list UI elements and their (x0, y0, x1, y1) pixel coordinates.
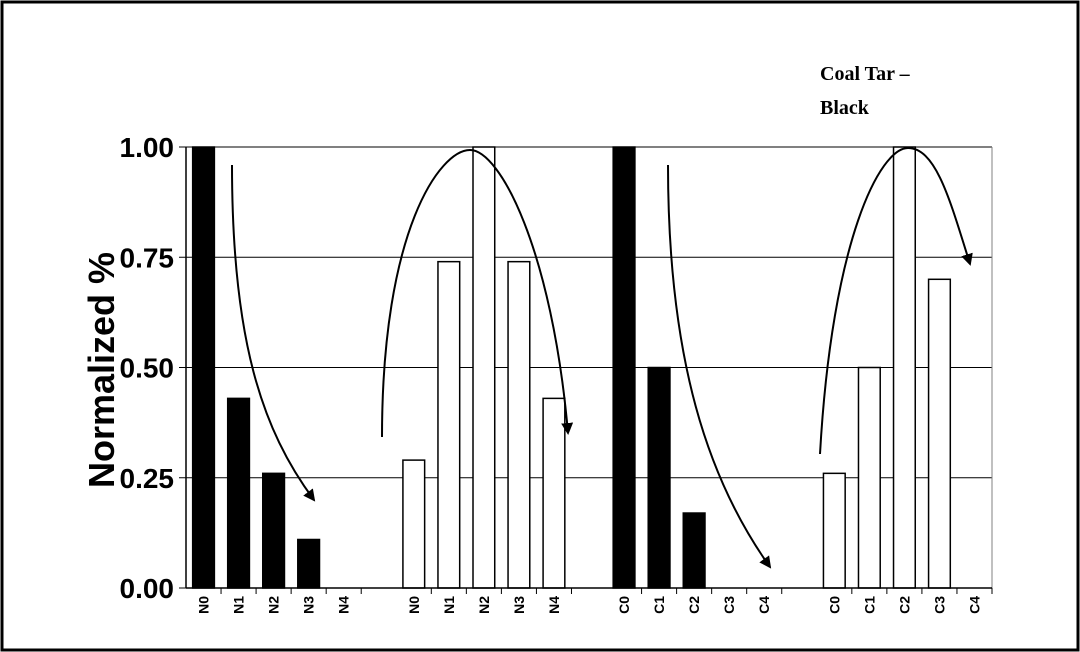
annotation-line-1: Coal Tar – (820, 63, 911, 85)
x-tick-label: N4 (336, 596, 352, 614)
y-tick-label: 0.25 (120, 463, 175, 494)
annotation-line-2: Black (820, 97, 870, 119)
bar (857, 366, 881, 589)
bar (507, 260, 531, 589)
bar (822, 472, 846, 589)
bar (472, 146, 496, 589)
trend-arrow (381, 148, 574, 438)
x-tick-label: N4 (546, 596, 562, 614)
bar (682, 512, 706, 589)
y-axis-label: Normalized % (81, 252, 122, 488)
x-tick-label: C0 (826, 596, 842, 614)
bars (191, 146, 952, 589)
x-tick-label: N3 (511, 596, 527, 614)
bar (191, 146, 216, 589)
y-tick-label: 0.00 (120, 573, 175, 604)
x-tick-label: N2 (476, 596, 492, 614)
trend-arrow (231, 164, 316, 502)
x-tick-label: N0 (406, 596, 422, 614)
x-tick-label: C4 (756, 596, 772, 614)
axes: 0.00 0.25 0.50 0.75 1.00 N0 N1 N2 N3 N4 N0 N1 N2 N3 N4… (120, 132, 993, 614)
x-tick-label: N1 (231, 596, 247, 614)
x-tick-label: C4 (966, 596, 982, 614)
bar (612, 146, 636, 589)
x-tick-label: C2 (686, 596, 702, 614)
trend-arrow (819, 146, 973, 455)
bar (542, 397, 566, 589)
bar (437, 260, 461, 589)
y-tick-label: 1.00 (120, 132, 175, 163)
x-tick-label: C0 (616, 596, 632, 614)
bar (297, 538, 321, 589)
grid (186, 146, 992, 479)
x-tick-label: N2 (266, 596, 282, 614)
x-tick-label: C1 (651, 596, 667, 614)
bar (402, 459, 426, 589)
x-tick-label: C3 (721, 596, 737, 614)
trend-arrows (231, 146, 973, 569)
bar (892, 146, 917, 589)
x-tick-label: C1 (861, 596, 877, 614)
bar (647, 366, 671, 589)
x-tick-label: N3 (301, 596, 317, 614)
bar (927, 278, 952, 589)
x-tick-label: N0 (196, 596, 212, 614)
x-tick-label: C2 (896, 596, 912, 614)
x-tick-label: N1 (441, 596, 457, 614)
bar (261, 472, 286, 589)
x-tick-label: C3 (931, 596, 947, 614)
y-tick-label: 0.50 (120, 353, 175, 384)
y-tick-label: 0.75 (120, 242, 175, 273)
trend-arrow (667, 164, 772, 569)
bar (226, 397, 251, 589)
